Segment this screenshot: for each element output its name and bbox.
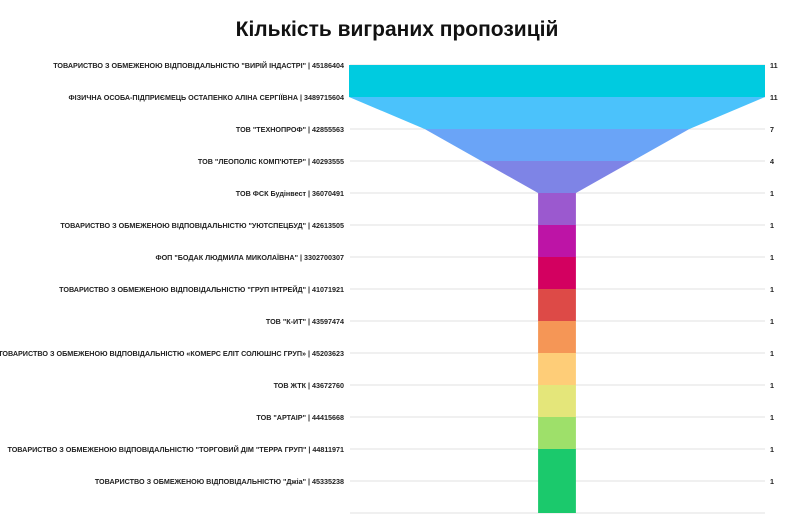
- funnel-segment: [538, 417, 576, 449]
- category-label: ТОВАРИСТВО З ОБМЕЖЕНОЮ ВІДПОВІДАЛЬНІСТЮ …: [59, 285, 344, 294]
- funnel-segment: [538, 321, 576, 353]
- category-label: ТОВ "ТЕХНОПРОФ" | 42855563: [236, 125, 344, 134]
- funnel-segment: [481, 161, 633, 193]
- value-label: 11: [770, 61, 778, 70]
- chart-title: Кількість виграних пропозицій: [235, 18, 559, 41]
- category-label: ТОВАРИСТВО З ОБМЕЖЕНОЮ ВІДПОВІДАЛЬНІСТЮ …: [8, 445, 345, 454]
- funnel-segment: [538, 289, 576, 321]
- value-label: 1: [770, 221, 774, 230]
- category-label: ТОВ "ЛЕОПОЛІС КОМП'ЮТЕР" | 40293555: [198, 157, 344, 166]
- funnel-segment: [538, 449, 576, 481]
- value-label: 1: [770, 413, 774, 422]
- funnel-segment: [538, 353, 576, 385]
- value-label: 7: [770, 125, 774, 134]
- value-label: 1: [770, 317, 774, 326]
- value-label: 1: [770, 477, 774, 486]
- value-label: 1: [770, 381, 774, 390]
- value-label: 1: [770, 349, 774, 358]
- category-label: ТОВАРИСТВО З ОБМЕЖЕНОЮ ВІДПОВІДАЛЬНІСТЮ …: [95, 477, 344, 486]
- value-label: 1: [770, 285, 774, 294]
- category-label: ФІЗИЧНА ОСОБА-ПІДПРИЄМЕЦЬ ОСТАПЕНКО АЛІН…: [69, 93, 344, 102]
- funnel-segment: [538, 225, 576, 257]
- funnel-segment: [424, 129, 690, 161]
- funnel-segment: [349, 97, 765, 129]
- value-label: 1: [770, 445, 774, 454]
- funnel-segment: [349, 65, 765, 97]
- value-label: 4: [770, 157, 774, 166]
- funnel-segment: [538, 193, 576, 225]
- category-label: ТОВ ЖТК | 43672760: [274, 381, 344, 390]
- category-label: ТОВАРИСТВО З ОБМЕЖЕНОЮ ВІДПОВІДАЛЬНІСТЮ …: [60, 221, 344, 230]
- funnel-segment: [538, 385, 576, 417]
- funnel-segment: [538, 257, 576, 289]
- funnel-segment: [538, 481, 576, 513]
- value-label: 11: [770, 93, 778, 102]
- category-label: ТОВ "К-ИТ" | 43597474: [266, 317, 344, 326]
- category-label: ТОВ "АРТАІР" | 44415668: [256, 413, 344, 422]
- category-label: ТОВАРИСТВО З ОБМЕЖЕНОЮ ВІДПОВІДАЛЬНІСТЮ …: [0, 349, 344, 358]
- category-label: ТОВАРИСТВО З ОБМЕЖЕНОЮ ВІДПОВІДАЛЬНІСТЮ …: [53, 61, 344, 70]
- category-label: ТОВ ФСК Будінвест | 36070491: [236, 189, 344, 198]
- value-label: 1: [770, 253, 774, 262]
- category-label: ФОП "БОДАК ЛЮДМИЛА МИКОЛАЇВНА" | 3302700…: [155, 253, 344, 262]
- value-label: 1: [770, 189, 774, 198]
